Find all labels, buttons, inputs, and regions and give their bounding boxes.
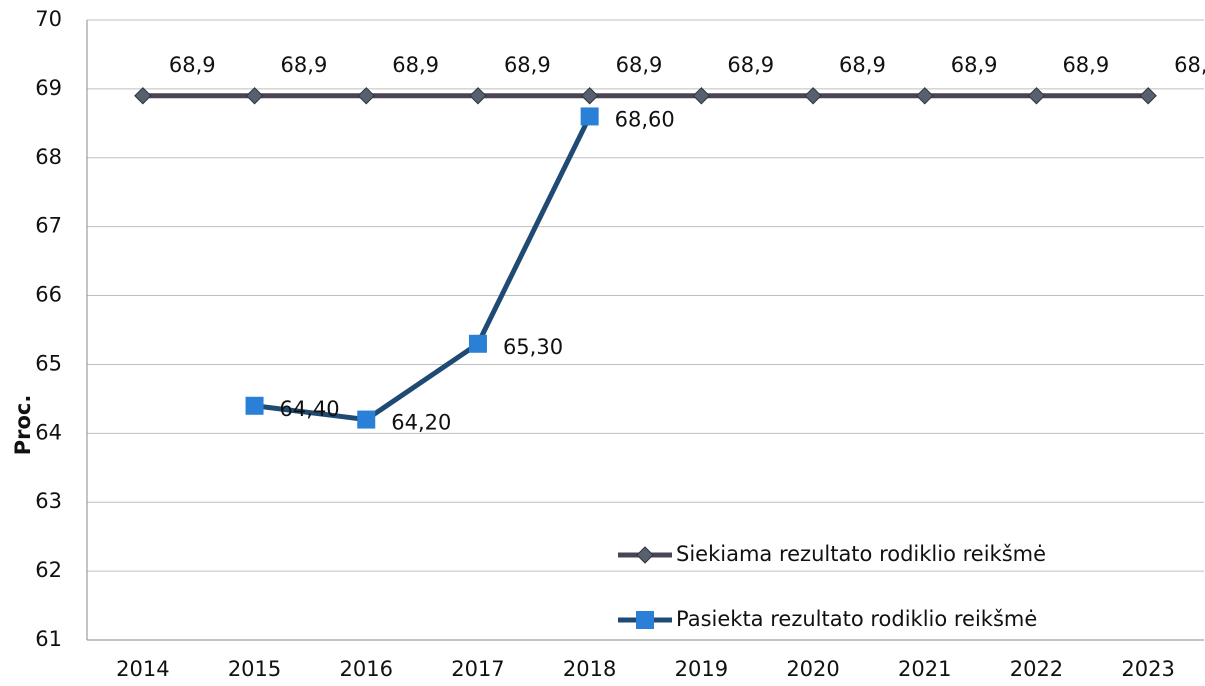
y-tick-label: 70 bbox=[35, 7, 62, 31]
y-tick-label: 64 bbox=[35, 420, 62, 444]
diamond-marker bbox=[636, 546, 654, 564]
data-label: 68,60 bbox=[615, 107, 675, 131]
diamond-marker bbox=[134, 87, 152, 105]
square-marker bbox=[636, 611, 654, 629]
x-tick-label: 2018 bbox=[563, 657, 616, 681]
data-label: 68,9 bbox=[392, 53, 439, 77]
data-label: 68,9 bbox=[281, 53, 328, 77]
data-label: 68,9 bbox=[616, 53, 663, 77]
data-label: 68,9 bbox=[951, 53, 998, 77]
diamond-marker bbox=[357, 87, 375, 105]
diamond-marker bbox=[469, 87, 487, 105]
diamond-marker bbox=[804, 87, 822, 105]
legend-label: Pasiekta rezultato rodiklio reikšmė bbox=[676, 607, 1037, 631]
data-label: 64,20 bbox=[391, 411, 451, 435]
x-tick-label: 2017 bbox=[451, 657, 504, 681]
x-tick-label: 2023 bbox=[1121, 657, 1174, 681]
y-tick-label: 63 bbox=[35, 489, 62, 513]
diamond-marker bbox=[580, 87, 599, 105]
x-tick-label: 2020 bbox=[786, 657, 839, 681]
square-marker bbox=[357, 410, 376, 429]
diamond-marker bbox=[692, 87, 711, 105]
y-axis-label: Proc. bbox=[11, 395, 35, 456]
series-line bbox=[254, 115, 592, 423]
square-marker bbox=[580, 107, 599, 126]
y-tick-label: 62 bbox=[35, 558, 62, 582]
data-label: 68,9 bbox=[504, 53, 551, 77]
data-label: 68,9 bbox=[169, 53, 216, 77]
x-tick-label: 2021 bbox=[898, 657, 951, 681]
diamond-marker bbox=[1139, 87, 1157, 105]
data-label: 64,40 bbox=[280, 397, 340, 421]
data-label: 68,9 bbox=[1174, 53, 1205, 77]
y-tick-label: 65 bbox=[35, 351, 62, 375]
diamond-marker bbox=[245, 87, 264, 105]
y-tick-label: 66 bbox=[35, 283, 62, 307]
square-marker bbox=[245, 396, 264, 415]
square-marker bbox=[468, 334, 487, 353]
x-tick-label: 2022 bbox=[1010, 657, 1063, 681]
data-label: 65,30 bbox=[503, 335, 563, 359]
x-tick-label: 2016 bbox=[340, 657, 393, 681]
y-tick-label: 67 bbox=[35, 214, 62, 238]
diamond-marker bbox=[1027, 87, 1046, 105]
legend-label: Siekiama rezultato rodiklio reikšmė bbox=[676, 542, 1046, 566]
data-label: 68,9 bbox=[839, 53, 886, 77]
data-label: 68,9 bbox=[727, 53, 774, 77]
diamond-marker bbox=[916, 87, 934, 105]
y-tick-label: 61 bbox=[35, 627, 62, 651]
x-tick-label: 2014 bbox=[116, 657, 169, 681]
y-tick-label: 69 bbox=[35, 76, 62, 100]
x-tick-label: 2019 bbox=[675, 657, 728, 681]
x-tick-label: 2015 bbox=[228, 657, 281, 681]
data-label: 68,9 bbox=[1062, 53, 1109, 77]
y-tick-label: 68 bbox=[35, 145, 62, 169]
